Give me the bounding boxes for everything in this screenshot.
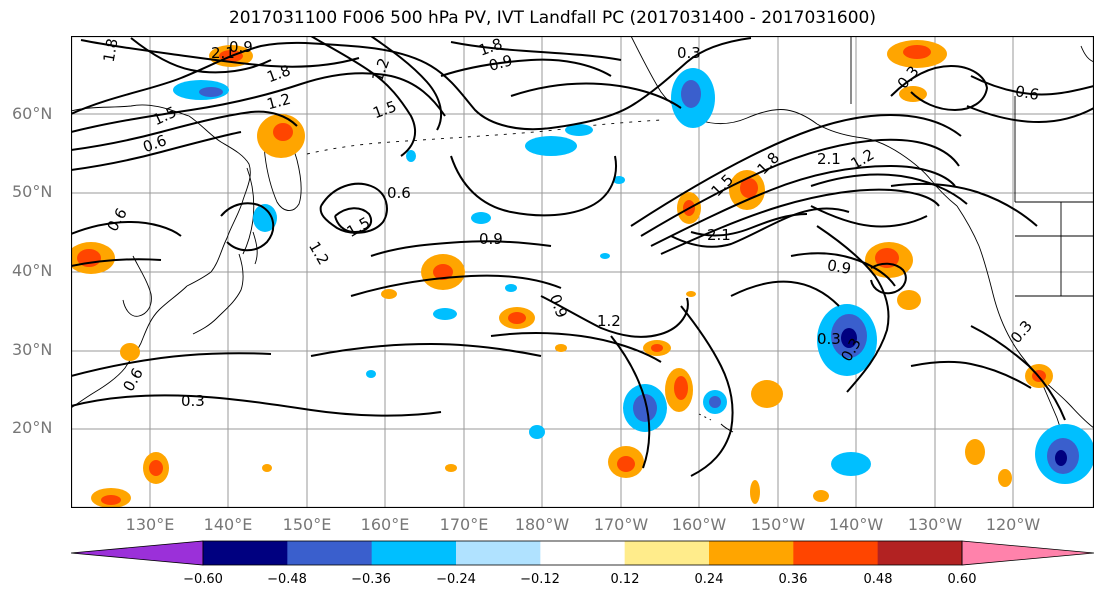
contour-label: 0.9 (826, 256, 853, 278)
contour-label: 2.1 (211, 44, 235, 62)
colorbar-tick: −0.60 (183, 572, 223, 587)
colorbar-tick: 0.60 (947, 572, 977, 587)
coastlines (71, 36, 1094, 455)
colorbar-segment (71, 540, 204, 566)
lon-label: 140°W (828, 515, 884, 534)
lon-label: 130°E (125, 515, 175, 534)
contour-label: 2.1 (707, 226, 731, 244)
contour-label: 2.1 (817, 150, 841, 168)
lon-label: 150°W (750, 515, 806, 534)
map-canvas: 1.8 2.1 0.9 1.8 1.2 1.5 0.6 1.8 0.9 0.3 … (71, 36, 1094, 508)
lat-label: 50°N (12, 182, 53, 201)
contour-label: 0.9 (546, 292, 571, 321)
colorbar-segment (456, 541, 541, 565)
pv-contours (71, 36, 1094, 477)
colorbar-tick: 0.36 (778, 572, 808, 587)
contour-label: 1.2 (597, 312, 621, 330)
colorbar-segment (793, 541, 879, 565)
contour-label: 0.3 (677, 44, 701, 62)
contour-label: 1.2 (368, 56, 393, 85)
lon-label: 150°E (282, 515, 332, 534)
contour-label: 0.6 (1014, 82, 1041, 104)
colorbar (71, 540, 1094, 566)
colorbar-segment (287, 541, 373, 565)
shaded-anomaly-field (71, 40, 1094, 508)
colorbar-tick: 0.12 (610, 572, 640, 587)
colorbar-tick: 0.24 (694, 572, 724, 587)
gridlines (71, 36, 1094, 508)
contour-label: 0.6 (103, 205, 131, 235)
lon-label: 180°W (514, 515, 570, 534)
contour-label: 1.5 (344, 213, 374, 241)
lat-label: 30°N (12, 340, 53, 359)
lat-label: 20°N (12, 418, 53, 437)
colorbar-segment (371, 541, 457, 565)
lon-label: 170°E (439, 515, 489, 534)
contour-label: 1.5 (150, 103, 179, 129)
map-frame (71, 36, 1094, 508)
lon-label: 160°W (671, 515, 727, 534)
map-title: 2017031100 F006 500 hPa PV, IVT Landfall… (228, 8, 876, 28)
contour-label: 0.9 (479, 230, 503, 248)
colorbar-tick: −0.24 (436, 572, 476, 587)
colorbar-tick: −0.36 (351, 572, 391, 587)
contour-label: 0.9 (487, 51, 515, 75)
colorbar-segment (203, 541, 288, 565)
lon-label: 160°E (360, 515, 410, 534)
lat-label: 60°N (12, 104, 53, 123)
contour-label: 0.6 (387, 184, 411, 202)
colorbar-tick: −0.48 (267, 572, 307, 587)
colorbar-tick: 0.48 (863, 572, 893, 587)
colorbar-segment (709, 541, 794, 565)
lat-label: 40°N (12, 261, 53, 280)
lon-label: 130°W (907, 515, 963, 534)
contour-label: 1.5 (370, 97, 399, 122)
colorbar-segment (961, 540, 1094, 566)
map-panel: 1.8 2.1 0.9 1.8 1.2 1.5 0.6 1.8 0.9 0.3 … (71, 36, 1094, 508)
colorbar-segment (877, 541, 963, 565)
lon-label: 140°E (203, 515, 253, 534)
colorbar-tick: −0.12 (520, 572, 560, 587)
lon-label: 120°W (985, 515, 1041, 534)
contour-label: 0.6 (140, 131, 169, 156)
contour-label: 1.8 (476, 36, 505, 60)
contour-label: 1.8 (100, 37, 122, 64)
contour-label: 1.2 (265, 90, 293, 114)
colorbar-border (202, 540, 963, 566)
lon-label: 170°W (593, 515, 649, 534)
colorbar-segment (540, 541, 626, 565)
contour-label: 1.2 (305, 238, 333, 268)
colorbar-segment (624, 541, 710, 565)
contour-label: 0.9 (229, 38, 253, 56)
contour-label: 0.3 (817, 330, 841, 348)
contour-label: 0.3 (1007, 317, 1036, 347)
contour-label: 0.3 (181, 392, 205, 410)
